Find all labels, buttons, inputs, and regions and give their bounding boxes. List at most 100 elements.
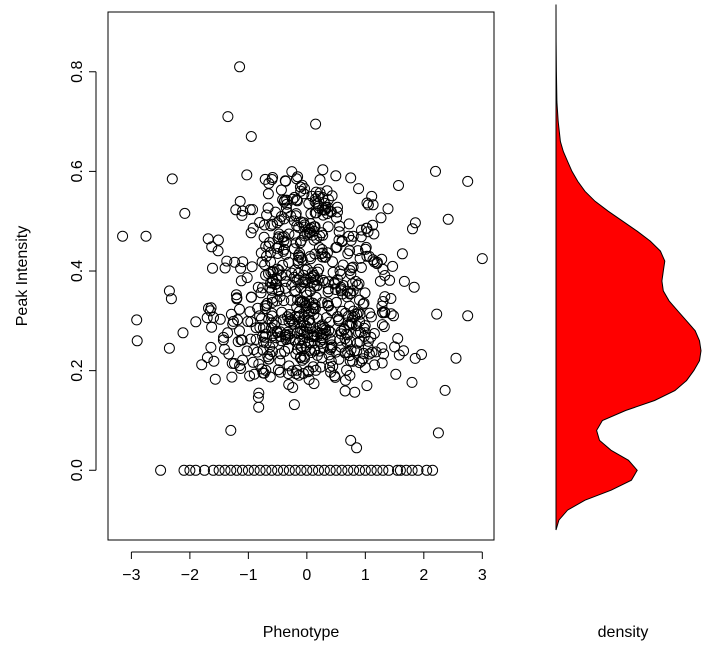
data-point <box>432 427 444 439</box>
data-point <box>290 368 302 380</box>
data-point <box>323 276 335 288</box>
data-point <box>280 334 292 346</box>
data-point <box>225 424 237 436</box>
data-point <box>237 354 249 366</box>
data-point <box>327 266 339 278</box>
data-point <box>394 464 406 476</box>
data-point <box>298 276 310 288</box>
data-point <box>314 320 326 332</box>
data-point <box>365 331 377 343</box>
data-point <box>361 197 373 209</box>
data-point <box>329 370 340 382</box>
data-point <box>416 349 427 360</box>
data-point <box>357 298 369 310</box>
data-point <box>307 302 319 313</box>
data-point <box>286 166 298 178</box>
data-point <box>359 287 371 299</box>
data-point <box>450 352 462 364</box>
data-point <box>131 314 143 326</box>
data-point <box>408 281 420 293</box>
data-point <box>165 293 177 305</box>
y-tick-label: 0.6 <box>69 160 86 182</box>
data-point <box>245 316 257 328</box>
data-point <box>140 230 152 242</box>
density-curve <box>555 4 702 531</box>
data-point <box>291 220 303 232</box>
data-point <box>270 316 282 328</box>
data-point <box>400 464 412 476</box>
data-point <box>236 209 248 221</box>
data-point <box>266 292 278 304</box>
data-point <box>377 296 389 307</box>
data-point <box>353 183 365 195</box>
data-point <box>218 331 229 343</box>
data-point <box>244 370 256 382</box>
x-tick-label: −1 <box>239 567 257 584</box>
data-point <box>387 260 399 272</box>
data-point <box>257 344 269 356</box>
data-point <box>310 207 322 219</box>
data-point <box>421 464 433 476</box>
data-point <box>356 355 367 367</box>
data-point <box>212 245 224 257</box>
data-point <box>365 464 377 476</box>
data-point <box>325 366 337 378</box>
data-point <box>282 326 294 338</box>
data-point <box>398 345 410 357</box>
data-point <box>259 259 271 271</box>
x-tick-label: 3 <box>478 567 487 584</box>
data-point <box>231 292 243 304</box>
data-point <box>342 310 354 322</box>
data-point <box>462 310 474 322</box>
y-tick-label: 0.8 <box>69 61 86 83</box>
data-point <box>247 356 259 368</box>
data-point <box>385 293 397 304</box>
data-point <box>279 282 291 294</box>
x-tick-label: 2 <box>419 567 428 584</box>
data-point <box>274 366 286 378</box>
data-point <box>278 235 290 247</box>
data-point <box>316 244 328 255</box>
data-point <box>311 349 323 361</box>
data-point <box>234 61 246 73</box>
data-point <box>281 206 293 218</box>
data-point <box>285 210 297 222</box>
data-point <box>267 172 279 183</box>
data-point <box>375 212 387 224</box>
data-point <box>212 234 224 246</box>
data-point <box>312 266 323 278</box>
data-point <box>309 274 321 286</box>
data-point <box>232 336 244 348</box>
data-point <box>282 311 293 323</box>
x-tick-label: −3 <box>122 567 140 584</box>
data-point <box>219 464 231 476</box>
data-point <box>318 464 330 476</box>
data-point <box>393 180 404 191</box>
data-point <box>241 169 253 181</box>
data-point <box>294 237 306 249</box>
data-point <box>227 318 239 330</box>
data-point <box>337 259 349 271</box>
data-point <box>332 201 343 213</box>
data-point <box>289 264 301 276</box>
data-point <box>221 255 233 267</box>
data-point <box>343 218 355 230</box>
data-point <box>310 364 322 376</box>
data-point <box>190 464 202 476</box>
data-point <box>370 346 382 358</box>
data-point <box>301 273 313 285</box>
data-point <box>367 199 379 211</box>
data-point <box>376 342 388 354</box>
data-point <box>353 278 365 290</box>
data-point <box>214 313 226 325</box>
data-point <box>356 224 367 236</box>
data-point <box>349 386 361 398</box>
data-point <box>255 247 267 259</box>
data-point <box>326 341 338 353</box>
data-point <box>294 247 306 259</box>
data-point <box>412 464 424 476</box>
data-point <box>476 253 488 265</box>
data-point <box>283 342 294 354</box>
data-point <box>406 376 418 388</box>
data-point <box>266 464 278 476</box>
